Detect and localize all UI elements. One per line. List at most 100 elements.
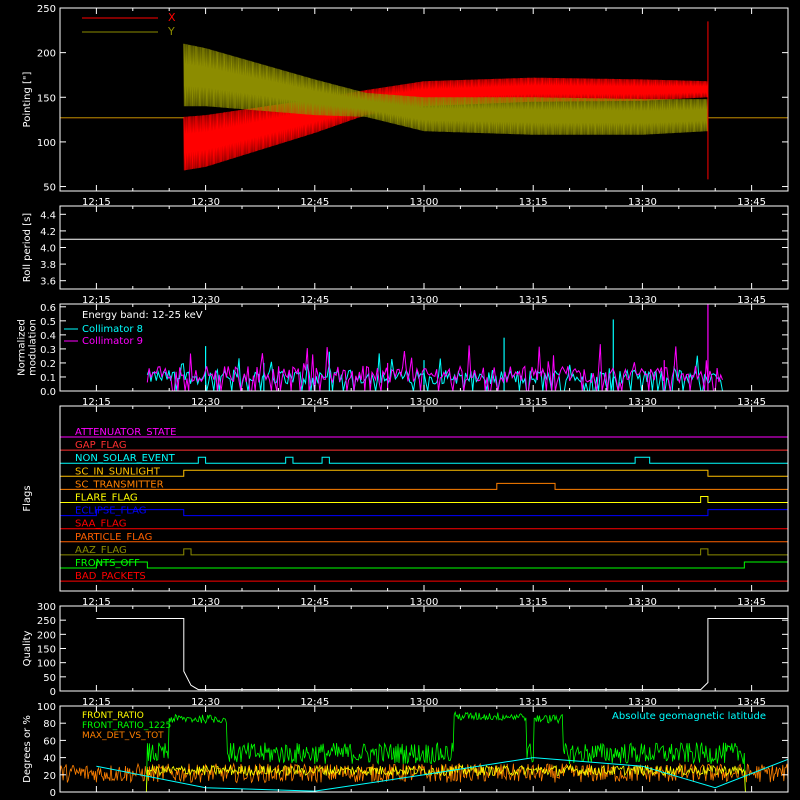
- x-tick-label: 13:30: [628, 697, 657, 708]
- flag-label: SC_IN_SUNLIGHT: [75, 466, 161, 477]
- x-tick-label: 13:30: [628, 197, 657, 208]
- y-tick-label: 0.6: [40, 303, 56, 314]
- y-tick-label: 0.1: [40, 373, 56, 384]
- y-tick-label: 150: [37, 645, 56, 656]
- x-tick-label: 13:15: [519, 597, 548, 608]
- flag-saa-flag: SAA_FLAG: [60, 519, 788, 530]
- flag-line: [60, 548, 788, 556]
- pointing-panel: 50 100 150 200 250 12:15 12:30 12:45 13:00 13:15 1…: [22, 4, 789, 208]
- flag-attenuator-state: ATTENUATOR_STATE: [60, 427, 788, 438]
- quality-panel: 0 50 100 150 200 250 300 12:15 12:30 12:45 13:00 13…: [22, 602, 789, 708]
- legend-front-ratio: FRONT_RATIO: [82, 711, 144, 721]
- y-tick-label: 0.3: [40, 345, 56, 356]
- y-tick-label: 3.8: [40, 260, 56, 271]
- y-tick-label: 0: [50, 687, 56, 698]
- y-tick-label: 0.5: [40, 317, 56, 328]
- x-tick-label: 13:15: [519, 397, 548, 408]
- series-y-line: [183, 43, 709, 135]
- legend-collimator-label: Collimator 9: [82, 336, 143, 347]
- legend-x-label: X: [168, 11, 176, 24]
- legend-collimator-label: Collimator 8: [82, 324, 143, 335]
- y-tick-label: 20: [43, 771, 56, 782]
- flag-sc-in-sunlight: SC_IN_SUNLIGHT: [60, 466, 788, 477]
- modulation-ylabel: Normalized: [17, 319, 28, 376]
- flag-label: SAA_FLAG: [75, 519, 126, 530]
- geomagnetic-latitude-line: [96, 757, 789, 792]
- flags-ylabel: Flags: [22, 485, 33, 511]
- y-tick-label: 100: [37, 659, 56, 670]
- x-tick-label: 13:30: [628, 397, 657, 408]
- x-tick-label: 12:45: [300, 697, 329, 708]
- x-tick-label: 13:00: [410, 197, 439, 208]
- flag-label: AAZ_FLAG: [75, 545, 127, 556]
- y-tick-label: 3.6: [40, 277, 56, 288]
- y-tick-label: 50: [43, 673, 56, 684]
- y-tick-label: 250: [37, 4, 56, 15]
- x-tick-label: 12:45: [300, 397, 329, 408]
- x-tick-label: 13:15: [519, 295, 548, 306]
- x-tick-label: 12:45: [300, 197, 329, 208]
- flag-sc-transmitter: SC_TRANSMITTER: [60, 479, 788, 490]
- quality-ylabel: Quality: [22, 631, 33, 667]
- x-tick-label: 13:15: [519, 197, 548, 208]
- roll-ylabel: Roll period [s]: [22, 213, 33, 282]
- x-tick-label: 12:15: [82, 697, 111, 708]
- x-tick-label: 12:15: [82, 197, 111, 208]
- flag-line: [60, 456, 788, 464]
- y-tick-label: 40: [43, 754, 56, 765]
- x-tick-label: 13:45: [737, 397, 766, 408]
- roll-period-panel: 3.6 3.8 4.0 4.2 4.4 12:15 12:30 12:45 13:00 13:15…: [22, 205, 789, 306]
- y-tick-label: 0: [50, 788, 56, 799]
- y-tick-label: 0.2: [40, 359, 56, 370]
- y-tick-label: 0.4: [40, 331, 56, 342]
- x-tick-label: 13:45: [737, 697, 766, 708]
- y-tick-label: 150: [37, 93, 56, 104]
- x-tick-label: 13:00: [410, 597, 439, 608]
- y-tick-label: 0.0: [40, 387, 56, 398]
- collimator-9-line: [146, 344, 723, 392]
- x-tick-label: 13:30: [628, 295, 657, 306]
- y-tick-label: 4.4: [40, 210, 56, 221]
- x-tick-label: 13:00: [410, 295, 439, 306]
- flag-label: ECLIPSE_FLAG: [75, 506, 146, 517]
- flag-particle-flag: PARTICLE_FLAG: [60, 532, 788, 543]
- flag-label: SC_TRANSMITTER: [75, 479, 164, 490]
- y-tick-label: 4.2: [40, 227, 56, 238]
- x-tick-label: 12:15: [82, 295, 111, 306]
- y-tick-label: 50: [43, 183, 56, 194]
- flag-line: [60, 482, 788, 490]
- flag-line: [60, 561, 789, 569]
- x-tick-label: 13:45: [737, 597, 766, 608]
- roll-frame: [59, 205, 789, 290]
- flag-label: ATTENUATOR_STATE: [75, 427, 176, 438]
- flags-panel: ATTENUATOR_STATE GAP_FLAG NON_SOLAR_EVENT S…: [22, 405, 789, 608]
- x-tick-label: 13:15: [519, 697, 548, 708]
- flag-fronts-off: FRONTS_OFF: [60, 558, 789, 569]
- flag-line: [60, 496, 788, 503]
- legend-front-ratio-1225: FRONT_RATIO_1225: [82, 721, 171, 731]
- y-tick-label: 200: [37, 49, 56, 60]
- flag-label: GAP_FLAG: [75, 440, 127, 451]
- flag-gap-flag: GAP_FLAG: [60, 440, 788, 451]
- pointing-ylabel: Pointing ["]: [22, 71, 33, 127]
- ratios-ylabel: Degrees or %: [22, 715, 33, 783]
- flag-bad-packets: BAD_PACKETS: [60, 571, 788, 582]
- y-tick-label: 80: [43, 719, 56, 730]
- flag-line: [60, 469, 788, 477]
- x-tick-label: 12:30: [191, 697, 220, 708]
- legend-max-det-vs-tot: MAX_DET_VS_TOT: [82, 731, 164, 741]
- series-front-ratio-line: [60, 763, 788, 793]
- flag-label: FLARE_FLAG: [75, 493, 138, 504]
- energy-band-annotation: Energy band: 12-25 keV: [82, 310, 203, 321]
- x-tick-label: 13:00: [410, 697, 439, 708]
- y-tick-label: 250: [37, 616, 56, 627]
- y-tick-label: 200: [37, 630, 56, 641]
- x-tick-label: 12:45: [300, 295, 329, 306]
- legend-y-label: Y: [167, 25, 175, 38]
- y-tick-label: 100: [37, 702, 56, 713]
- x-tick-label: 12:30: [191, 197, 220, 208]
- x-tick-label: 13:00: [410, 397, 439, 408]
- x-tick-label: 12:15: [82, 397, 111, 408]
- quality-line: [96, 618, 788, 691]
